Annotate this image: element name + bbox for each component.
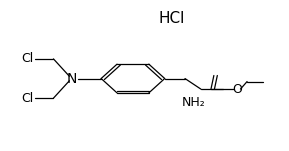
Text: HCl: HCl <box>159 11 185 26</box>
Text: N: N <box>67 72 77 85</box>
Text: NH₂: NH₂ <box>182 96 205 109</box>
Text: Cl: Cl <box>21 92 34 105</box>
Text: O: O <box>233 83 242 96</box>
Text: Cl: Cl <box>21 52 34 65</box>
